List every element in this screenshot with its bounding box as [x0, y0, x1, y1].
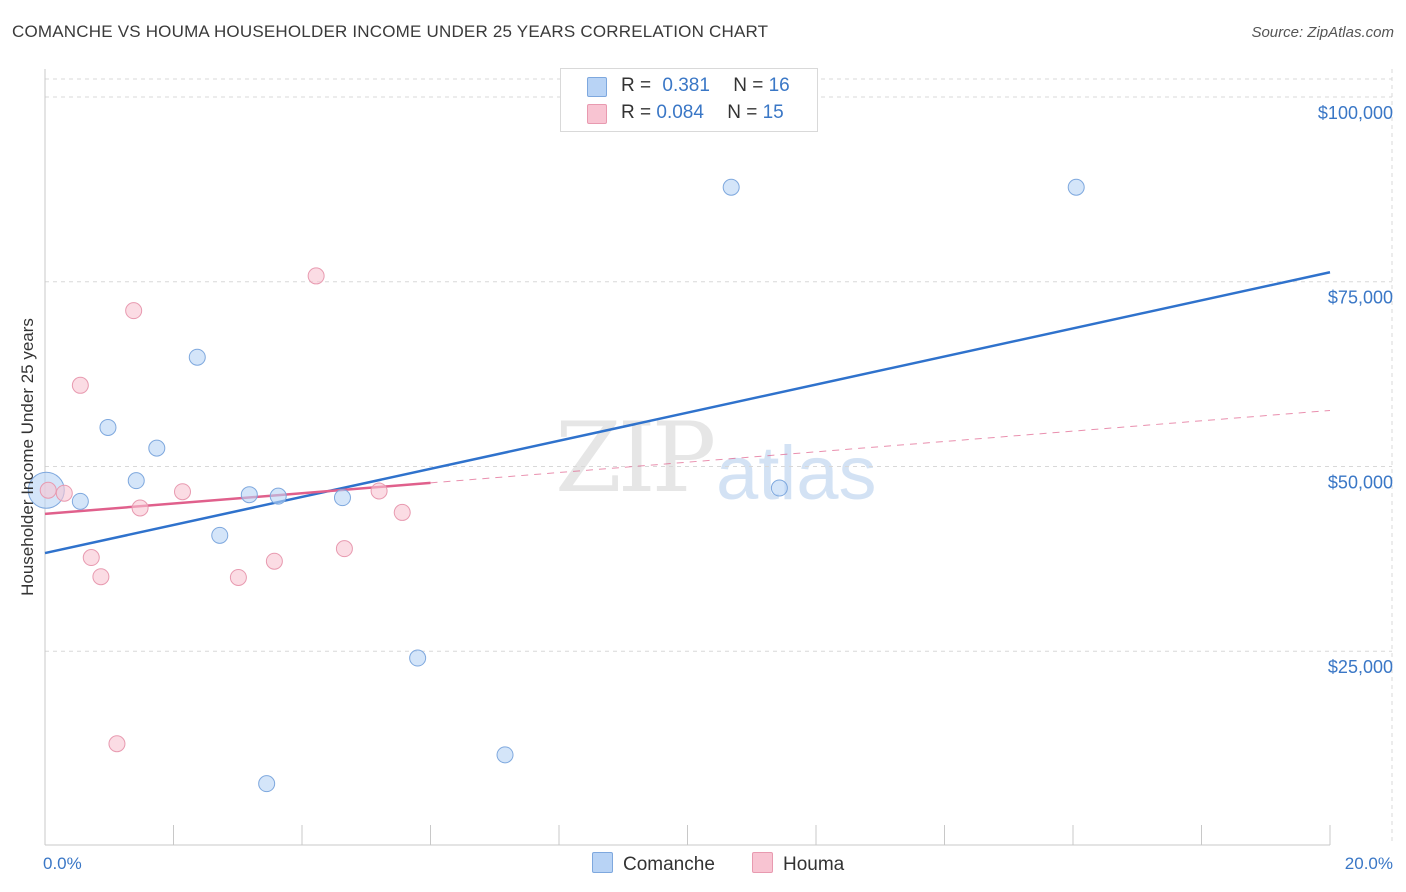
- comanche-point: [1067, 178, 1085, 196]
- comanche-point: [148, 439, 166, 457]
- houma-trend-line: [44, 481, 431, 516]
- comanche-point: [722, 178, 740, 196]
- comanche-point: [258, 775, 276, 793]
- houma-point: [131, 499, 149, 517]
- houma-point: [335, 540, 353, 558]
- houma-point: [229, 568, 247, 586]
- bottom-houma-label: Houma: [783, 854, 845, 875]
- houma-point: [370, 482, 388, 500]
- comanche-point: [211, 526, 229, 544]
- y-tick-label: $25,000: [1328, 657, 1393, 677]
- bottom-comanche-swatch: [592, 852, 613, 873]
- houma-trend-extension: [430, 409, 1331, 484]
- x-tick-label-min: 0.0%: [43, 854, 82, 873]
- axes: [44, 69, 1331, 846]
- legend-comanche-r-value: 0.381: [662, 75, 710, 96]
- watermark-zip: ZIP: [555, 402, 716, 514]
- data-points: [27, 178, 1085, 793]
- comanche-point: [71, 492, 89, 510]
- houma-point: [71, 376, 89, 394]
- comanche-point: [770, 479, 788, 497]
- bottom-comanche-label: Comanche: [623, 854, 715, 875]
- y-axis-label: Householder Income Under 25 years: [18, 318, 37, 596]
- legend-comanche-n-label: N =: [733, 75, 769, 96]
- comanche-point: [240, 486, 258, 504]
- legend-comanche-r-label: R =: [621, 75, 657, 96]
- y-tick-label: $75,000: [1328, 288, 1393, 308]
- houma-point: [108, 735, 126, 753]
- comanche-point: [269, 487, 287, 505]
- houma-point: [39, 481, 57, 499]
- legend-houma-n-value: 15: [762, 102, 784, 123]
- source-label: Source: ZipAtlas.com: [1251, 24, 1394, 41]
- houma-point: [125, 302, 143, 320]
- bottom-legend-houma: Houma: [752, 852, 844, 876]
- legend-houma-r-value: 0.084: [656, 102, 704, 123]
- comanche-point: [99, 418, 117, 436]
- grid-lines: [45, 69, 1393, 845]
- houma-point: [265, 552, 283, 570]
- houma-point: [393, 503, 411, 521]
- legend-comanche-text: R = 0.381 N = 16: [621, 75, 790, 97]
- comanche-point: [127, 472, 145, 490]
- comanche-point: [333, 489, 351, 507]
- bottom-houma-swatch: [752, 852, 773, 873]
- watermark-atlas: atlas: [716, 431, 877, 516]
- legend-comanche-n-value: 16: [768, 75, 790, 96]
- axis-labels: $25,000 $50,000 $75,000 $100,000 0.0% 20.0% Ho…: [18, 103, 1393, 873]
- houma-point: [92, 568, 110, 586]
- bottom-legend-comanche: Comanche: [592, 852, 715, 876]
- comanche-point: [188, 348, 206, 366]
- houma-point: [82, 549, 100, 567]
- trend-lines: [44, 271, 1331, 555]
- legend-houma-r-label: R =: [621, 102, 657, 123]
- comanche-point: [409, 649, 427, 667]
- comanche-swatch: [587, 77, 607, 97]
- houma-point: [307, 267, 325, 285]
- y-tick-label: $50,000: [1328, 472, 1393, 492]
- houma-swatch: [587, 104, 607, 124]
- houma-point: [173, 483, 191, 501]
- comanche-point: [496, 746, 514, 764]
- chart-title: COMANCHE VS HOUMA HOUSEHOLDER INCOME UND…: [12, 22, 769, 41]
- legend-houma-text: R = 0.084 N = 15: [621, 102, 784, 124]
- correlation-legend: R = 0.381 N = 16 R = 0.084 N = 15: [560, 68, 818, 132]
- y-tick-label: $100,000: [1318, 103, 1393, 123]
- x-tick-label-max: 20.0%: [1345, 854, 1393, 873]
- houma-point: [55, 484, 73, 502]
- comanche-trend-line: [44, 271, 1331, 555]
- legend-houma-n-label: N =: [727, 102, 763, 123]
